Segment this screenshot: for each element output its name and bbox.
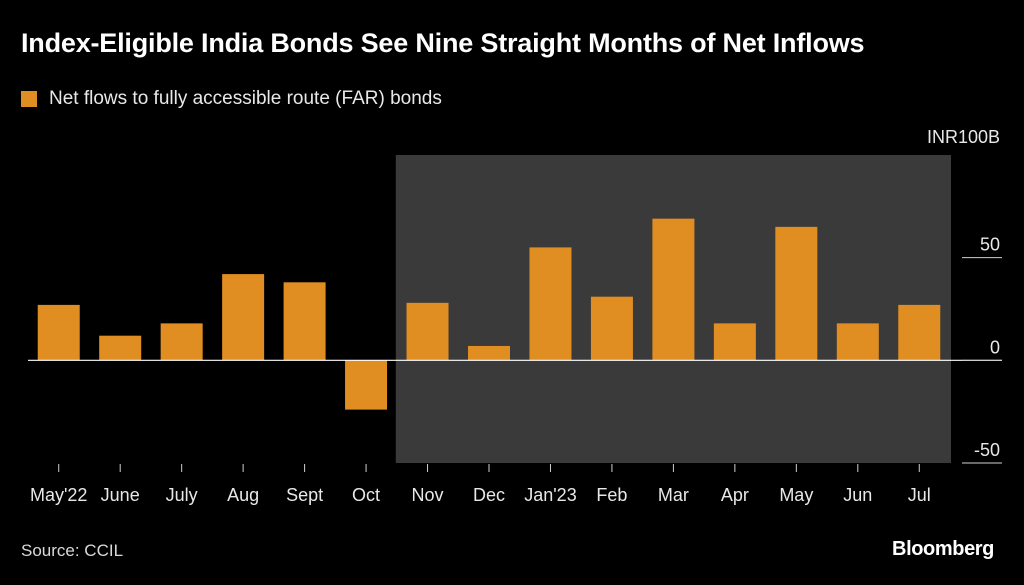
bar-13	[836, 323, 879, 361]
y-tick-label-1: 0	[990, 337, 1000, 357]
x-tick-label-14: Jul	[908, 485, 931, 505]
bar-2	[160, 323, 203, 361]
y-axis-unit-label: INR100B	[926, 127, 1000, 147]
bloomberg-logo: Bloomberg	[892, 538, 994, 560]
source-note: Source: CCIL	[21, 541, 124, 560]
bar-5	[345, 360, 388, 410]
x-tick-label-10: Mar	[658, 485, 689, 505]
legend-swatch	[21, 91, 37, 107]
bar-6	[406, 302, 449, 361]
bar-9	[590, 296, 633, 361]
x-tick-label-13: Jun	[843, 485, 872, 505]
x-tick-label-1: June	[101, 485, 140, 505]
bar-1	[99, 335, 142, 361]
legend: Net flows to fully accessible route (FAR…	[21, 88, 442, 110]
bar-0	[37, 304, 80, 361]
y-tick-label-0: 50	[980, 235, 1000, 255]
x-tick-label-6: Nov	[412, 485, 444, 505]
x-tick-label-2: July	[166, 485, 198, 505]
bar-11	[713, 323, 756, 361]
x-tick-label-3: Aug	[227, 485, 259, 505]
bar-12	[775, 226, 818, 361]
legend-label: Net flows to fully accessible route (FAR…	[49, 88, 442, 109]
x-tick-label-0: May'22	[30, 485, 87, 505]
y-tick-label-2: -50	[974, 440, 1000, 460]
bar-8	[529, 247, 572, 361]
bar-4	[283, 282, 326, 361]
x-tick-label-9: Feb	[596, 485, 627, 505]
x-tick-label-4: Sept	[286, 485, 323, 505]
x-tick-label-8: Jan'23	[524, 485, 576, 505]
bar-14	[898, 304, 941, 361]
x-tick-label-12: May	[779, 485, 813, 505]
x-tick-label-5: Oct	[352, 485, 380, 505]
bar-3	[222, 274, 265, 361]
chart-title: Index-Eligible India Bonds See Nine Stra…	[21, 28, 865, 58]
bar-7	[468, 345, 510, 361]
x-tick-label-11: Apr	[721, 485, 749, 505]
x-tick-label-7: Dec	[473, 485, 505, 505]
bar-10	[652, 218, 695, 361]
